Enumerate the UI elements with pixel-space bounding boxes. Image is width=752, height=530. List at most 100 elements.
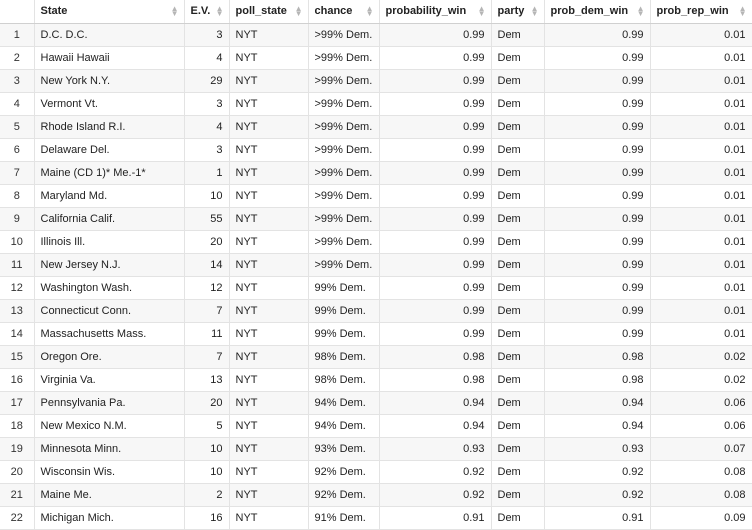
- table-row[interactable]: 12 Washington Wash. 12 NYT 99% Dem. 0.99 Dem 0.…: [0, 276, 752, 300]
- cell-party: Dem: [491, 391, 545, 415]
- table-row[interactable]: 15 Oregon Ore. 7 NYT 98% Dem. 0.98 Dem 0.98 0.02: [0, 345, 752, 369]
- cell-chance: 99% Dem.: [308, 276, 380, 300]
- column-header-chance[interactable]: chance ▲ ▼: [308, 0, 380, 24]
- cell-row-index: 6: [0, 138, 35, 162]
- cell-poll-state: NYT: [229, 414, 309, 438]
- column-header-label: State: [40, 5, 68, 18]
- sort-arrows-icon[interactable]: ▲ ▼: [170, 4, 179, 18]
- table-row[interactable]: 21 Maine Me. 2 NYT 92% Dem. 0.92 Dem 0.92 0.08: [0, 483, 752, 507]
- table-row[interactable]: 17 Pennsylvania Pa. 20 NYT 94% Dem. 0.94 Dem 0.…: [0, 391, 752, 415]
- sort-arrows-icon[interactable]: ▲ ▼: [215, 4, 224, 18]
- sort-down-icon: ▼: [294, 9, 303, 18]
- cell-prob-rep-win: 0.01: [650, 69, 752, 93]
- table-row[interactable]: 19 Minnesota Minn. 10 NYT 93% Dem. 0.93 Dem 0.9…: [0, 437, 752, 461]
- cell-row-index: 4: [0, 92, 35, 116]
- cell-prob-dem-win: 0.99: [544, 299, 651, 323]
- cell-prob-rep-win: 0.01: [650, 207, 752, 231]
- cell-ev: 55: [184, 207, 230, 231]
- cell-party: Dem: [491, 161, 545, 185]
- sort-arrows-icon[interactable]: ▲ ▼: [637, 5, 645, 18]
- table-row[interactable]: 10 Illinois Ill. 20 NYT >99% Dem. 0.99 Dem 0.99…: [0, 230, 752, 254]
- sort-up-icon: ▲: [170, 4, 179, 13]
- cell-probability-win: 0.94: [379, 391, 492, 415]
- sort-up-icon: ▲: [530, 4, 539, 13]
- table-row[interactable]: 16 Virginia Va. 13 NYT 98% Dem. 0.98 Dem 0.98 0.…: [0, 368, 752, 392]
- cell-prob-rep-win: 0.02: [650, 345, 752, 369]
- sort-up-icon: ▲: [215, 4, 224, 13]
- cell-probability-win: 0.93: [379, 437, 492, 461]
- cell-prob-dem-win: 0.94: [544, 414, 651, 438]
- column-header-label: poll_state: [235, 5, 287, 18]
- cell-chance: 92% Dem.: [308, 483, 380, 507]
- column-header-prob-rep-win[interactable]: prob_rep_win ▲ ▼: [650, 0, 752, 24]
- cell-party: Dem: [491, 345, 545, 369]
- cell-state: New York N.Y.: [34, 69, 185, 93]
- column-header-label: prob_dem_win: [550, 5, 629, 18]
- column-header-prob-dem-win[interactable]: prob_dem_win ▲ ▼: [544, 0, 651, 24]
- table-row[interactable]: 6 Delaware Del. 3 NYT >99% Dem. 0.99 Dem 0.99 0.…: [0, 138, 752, 162]
- cell-poll-state: NYT: [229, 368, 309, 392]
- sort-down-icon: ▼: [738, 9, 747, 18]
- table-row[interactable]: 3 New York N.Y. 29 NYT >99% Dem. 0.99 Dem 0.99 0…: [0, 69, 752, 93]
- cell-chance: >99% Dem.: [308, 23, 380, 47]
- cell-ev: 1: [184, 161, 230, 185]
- cell-party: Dem: [491, 138, 545, 162]
- cell-probability-win: 0.99: [379, 138, 492, 162]
- cell-probability-win: 0.99: [379, 46, 492, 70]
- cell-prob-dem-win: 0.99: [544, 276, 651, 300]
- cell-ev: 10: [184, 437, 230, 461]
- table-row[interactable]: 7 Maine (CD 1)* Me.-1* 1 NYT >99% Dem. 0.99 De…: [0, 161, 752, 185]
- cell-row-index: 8: [0, 184, 35, 208]
- cell-row-index: 15: [0, 345, 35, 369]
- cell-ev: 3: [184, 138, 230, 162]
- cell-party: Dem: [491, 437, 545, 461]
- table-row[interactable]: 18 New Mexico N.M. 5 NYT 94% Dem. 0.94 Dem 0.94…: [0, 414, 752, 438]
- table-row[interactable]: 5 Rhode Island R.I. 4 NYT >99% Dem. 0.99 Dem 0.…: [0, 115, 752, 139]
- table-row[interactable]: 4 Vermont Vt. 3 NYT >99% Dem. 0.99 Dem 0.99 0.01: [0, 92, 752, 116]
- cell-row-index: 16: [0, 368, 35, 392]
- cell-row-index: 5: [0, 115, 35, 139]
- cell-row-index: 20: [0, 460, 35, 484]
- sort-arrows-icon[interactable]: ▲ ▼: [477, 4, 486, 18]
- table-row[interactable]: 9 California Calif. 55 NYT >99% Dem. 0.99 Dem 0…: [0, 207, 752, 231]
- sort-arrows-icon[interactable]: ▲ ▼: [738, 5, 747, 18]
- table-row[interactable]: 11 New Jersey N.J. 14 NYT >99% Dem. 0.99 Dem 0.…: [0, 253, 752, 277]
- cell-probability-win: 0.99: [379, 207, 492, 231]
- cell-chance: 91% Dem.: [308, 506, 380, 530]
- cell-probability-win: 0.99: [379, 184, 492, 208]
- column-header-ev[interactable]: E.V. ▲ ▼: [184, 0, 230, 24]
- sort-arrows-icon[interactable]: ▲ ▼: [294, 5, 303, 18]
- cell-state: Hawaii Hawaii: [34, 46, 185, 70]
- cell-poll-state: NYT: [229, 506, 309, 530]
- cell-ev: 3: [184, 92, 230, 116]
- column-header-party[interactable]: party ▲ ▼: [491, 0, 545, 24]
- sort-arrows-icon[interactable]: ▲ ▼: [365, 4, 374, 18]
- sort-up-icon: ▲: [477, 4, 486, 13]
- cell-poll-state: NYT: [229, 46, 309, 70]
- cell-prob-dem-win: 0.92: [544, 483, 651, 507]
- cell-chance: >99% Dem.: [308, 161, 380, 185]
- table-row[interactable]: 2 Hawaii Hawaii 4 NYT >99% Dem. 0.99 Dem 0.99 0.…: [0, 46, 752, 70]
- column-header-probability-win[interactable]: probability_win ▲ ▼: [379, 0, 492, 24]
- cell-prob-rep-win: 0.01: [650, 253, 752, 277]
- cell-state: New Jersey N.J.: [34, 253, 185, 277]
- column-header-label: party: [497, 5, 525, 18]
- table-row[interactable]: 13 Connecticut Conn. 7 NYT 99% Dem. 0.99 Dem 0.…: [0, 299, 752, 323]
- column-header-label: E.V.: [190, 5, 211, 18]
- cell-poll-state: NYT: [229, 69, 309, 93]
- cell-party: Dem: [491, 23, 545, 47]
- cell-poll-state: NYT: [229, 230, 309, 254]
- table-row[interactable]: 8 Maryland Md. 10 NYT >99% Dem. 0.99 Dem 0.99 0.…: [0, 184, 752, 208]
- table-row[interactable]: 14 Massachusetts Mass. 11 NYT 99% Dem. 0.99 De…: [0, 322, 752, 346]
- table-row[interactable]: 20 Wisconsin Wis. 10 NYT 92% Dem. 0.92 Dem 0.92…: [0, 460, 752, 484]
- column-header-state[interactable]: State ▲ ▼: [34, 0, 185, 24]
- cell-prob-rep-win: 0.01: [650, 276, 752, 300]
- table-row[interactable]: 1 D.C. D.C. 3 NYT >99% Dem. 0.99 Dem 0.99 0.01: [0, 23, 752, 47]
- column-header-row-index: [0, 0, 35, 24]
- sort-up-icon: ▲: [365, 4, 374, 13]
- cell-ev: 16: [184, 506, 230, 530]
- table-row[interactable]: 22 Michigan Mich. 16 NYT 91% Dem. 0.91 Dem 0.91…: [0, 506, 752, 530]
- column-header-poll-state[interactable]: poll_state ▲ ▼: [229, 0, 309, 24]
- sort-arrows-icon[interactable]: ▲ ▼: [530, 4, 539, 18]
- cell-party: Dem: [491, 92, 545, 116]
